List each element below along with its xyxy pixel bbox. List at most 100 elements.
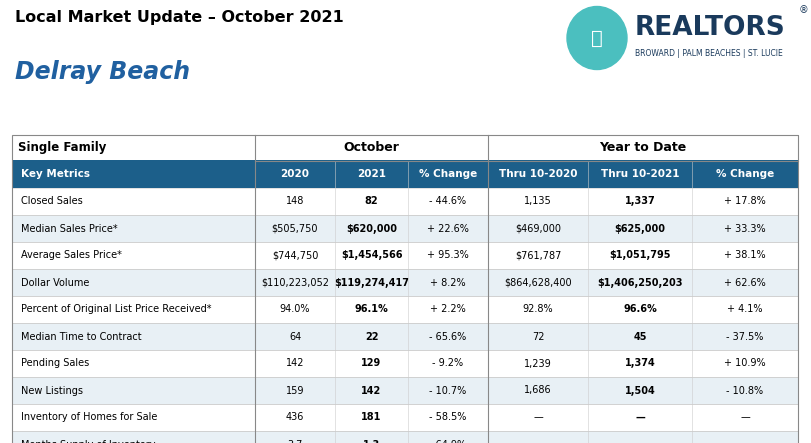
Text: 436: 436	[285, 412, 304, 423]
Text: 142: 142	[361, 385, 381, 396]
Text: 2020: 2020	[280, 169, 309, 179]
Text: Average Sales Price*: Average Sales Price*	[21, 250, 122, 260]
Text: 1.3: 1.3	[363, 439, 380, 443]
Text: + 4.1%: + 4.1%	[727, 304, 762, 315]
Text: —: —	[634, 412, 644, 423]
Text: Median Time to Contract: Median Time to Contract	[21, 331, 141, 342]
Text: - 65.6%: - 65.6%	[429, 331, 466, 342]
Text: 129: 129	[361, 358, 381, 369]
Text: 64: 64	[289, 331, 301, 342]
Text: New Listings: New Listings	[21, 385, 83, 396]
Text: 1,135: 1,135	[523, 197, 551, 206]
Text: $1,454,566: $1,454,566	[341, 250, 401, 260]
Text: Dollar Volume: Dollar Volume	[21, 277, 89, 288]
Text: + 62.6%: + 62.6%	[723, 277, 765, 288]
Bar	[12, 296, 797, 323]
Text: $620,000: $620,000	[345, 224, 397, 233]
Text: 2021: 2021	[357, 169, 385, 179]
Text: - 58.5%: - 58.5%	[429, 412, 466, 423]
Text: + 95.3%: + 95.3%	[427, 250, 468, 260]
Bar	[12, 242, 797, 269]
Text: Year to Date: Year to Date	[599, 141, 686, 154]
Bar	[12, 431, 797, 443]
Text: BROWARD | PALM BEACHES | ST. LUCIE: BROWARD | PALM BEACHES | ST. LUCIE	[634, 50, 782, 58]
Bar	[255, 135, 487, 160]
Text: Pending Sales: Pending Sales	[21, 358, 89, 369]
Text: 82: 82	[364, 197, 378, 206]
Text: 22: 22	[364, 331, 378, 342]
Text: + 17.8%: + 17.8%	[723, 197, 765, 206]
Text: $744,750: $744,750	[272, 250, 318, 260]
Text: $469,000: $469,000	[514, 224, 560, 233]
Text: 1,504: 1,504	[624, 385, 654, 396]
Text: Local Market Update – October 2021: Local Market Update – October 2021	[15, 11, 343, 26]
Text: —: —	[634, 439, 644, 443]
Text: + 38.1%: + 38.1%	[723, 250, 765, 260]
Text: —: —	[739, 412, 749, 423]
Text: - 10.7%: - 10.7%	[429, 385, 466, 396]
Text: Closed Sales: Closed Sales	[21, 197, 83, 206]
Text: REALTORS: REALTORS	[634, 15, 785, 41]
Text: - 64.9%: - 64.9%	[429, 439, 466, 443]
Text: 1,686: 1,686	[524, 385, 551, 396]
Bar	[12, 215, 797, 242]
Bar	[12, 323, 797, 350]
Text: + 8.2%: + 8.2%	[430, 277, 466, 288]
Text: $119,274,417: $119,274,417	[333, 277, 409, 288]
Text: 3.7: 3.7	[287, 439, 303, 443]
Text: Percent of Original List Price Received*: Percent of Original List Price Received*	[21, 304, 211, 315]
Text: 🌴: 🌴	[590, 28, 602, 47]
Text: 72: 72	[531, 331, 543, 342]
Text: + 22.6%: + 22.6%	[427, 224, 469, 233]
Text: October: October	[343, 141, 399, 154]
Text: $110,223,052: $110,223,052	[260, 277, 328, 288]
Text: $1,051,795: $1,051,795	[608, 250, 670, 260]
Text: $505,750: $505,750	[272, 224, 318, 233]
Text: - 9.2%: - 9.2%	[432, 358, 463, 369]
Text: $761,787: $761,787	[514, 250, 560, 260]
Bar	[12, 188, 797, 215]
Bar	[12, 135, 797, 443]
Text: + 2.2%: + 2.2%	[430, 304, 466, 315]
Ellipse shape	[566, 7, 626, 70]
Text: ®: ®	[798, 5, 808, 15]
Text: % Change: % Change	[418, 169, 477, 179]
Text: Inventory of Homes for Sale: Inventory of Homes for Sale	[21, 412, 157, 423]
Text: $1,406,250,203: $1,406,250,203	[597, 277, 682, 288]
Text: Thru 10-2021: Thru 10-2021	[600, 169, 679, 179]
Bar	[12, 404, 797, 431]
Text: 94.0%: 94.0%	[280, 304, 310, 315]
Bar	[12, 160, 797, 188]
Text: 181: 181	[361, 412, 381, 423]
Bar	[12, 377, 797, 404]
Text: - 44.6%: - 44.6%	[429, 197, 466, 206]
Text: —: —	[739, 439, 749, 443]
Text: % Change: % Change	[715, 169, 773, 179]
Text: 1,374: 1,374	[624, 358, 654, 369]
Text: —: —	[533, 439, 543, 443]
Text: + 33.3%: + 33.3%	[723, 224, 765, 233]
Text: Single Family: Single Family	[18, 141, 106, 154]
Text: 1,239: 1,239	[523, 358, 551, 369]
Text: 148: 148	[285, 197, 304, 206]
Text: Months Supply of Inventory: Months Supply of Inventory	[21, 439, 156, 443]
Text: —: —	[533, 412, 543, 423]
Text: 45: 45	[633, 331, 646, 342]
Text: - 37.5%: - 37.5%	[725, 331, 763, 342]
Text: 92.8%: 92.8%	[522, 304, 552, 315]
Text: - 10.8%: - 10.8%	[726, 385, 762, 396]
Text: Thru 10-2020: Thru 10-2020	[498, 169, 577, 179]
Text: Median Sales Price*: Median Sales Price*	[21, 224, 118, 233]
Bar	[12, 269, 797, 296]
Text: 1,337: 1,337	[624, 197, 654, 206]
Text: Key Metrics: Key Metrics	[21, 169, 90, 179]
Bar	[487, 135, 797, 160]
Text: 142: 142	[285, 358, 304, 369]
Text: 159: 159	[285, 385, 304, 396]
Text: Delray Beach: Delray Beach	[15, 60, 190, 84]
Text: $625,000: $625,000	[614, 224, 665, 233]
Text: 96.1%: 96.1%	[354, 304, 388, 315]
Bar	[12, 350, 797, 377]
Text: + 10.9%: + 10.9%	[723, 358, 765, 369]
Text: $864,628,400: $864,628,400	[504, 277, 571, 288]
